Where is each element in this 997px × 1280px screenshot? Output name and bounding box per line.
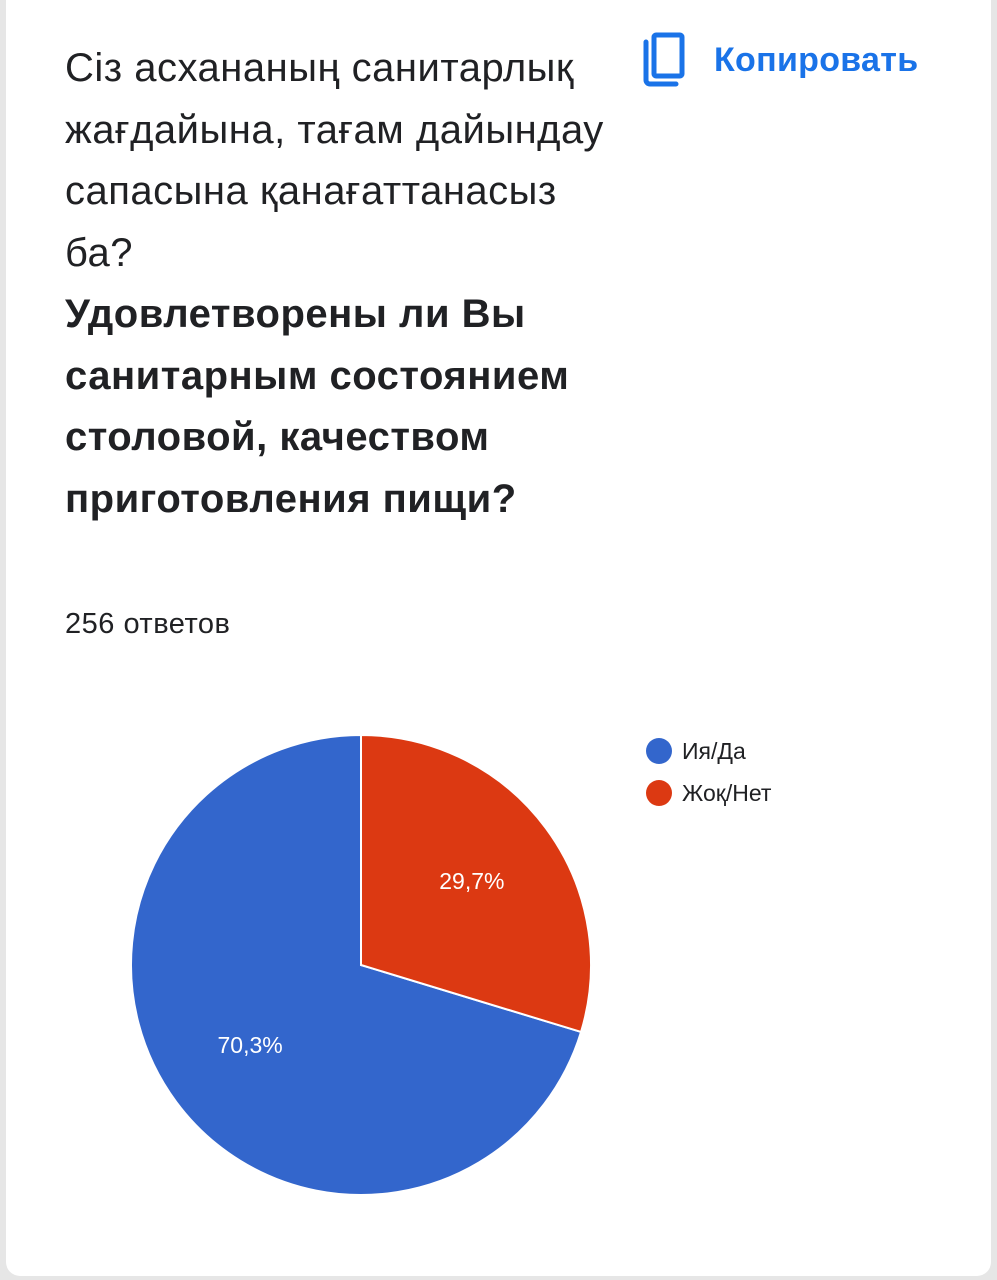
pie-slice-2[interactable]	[360, 733, 592, 1034]
question-title: Сіз асхананың санитарлық жағдайына, таға…	[65, 38, 625, 530]
responses-count: 256 ответов	[65, 608, 231, 640]
legend-label: Жоқ/Нет	[682, 779, 772, 806]
question-title-kz: Сіз асхананың санитарлық жағдайына, таға…	[65, 46, 604, 275]
legend-swatch	[646, 780, 672, 806]
pie-slice-label-2: 29,7%	[439, 868, 504, 894]
pie-slice-label-1: 70,3%	[218, 1032, 283, 1058]
legend-item-2[interactable]: Жоқ/Нет	[646, 772, 771, 814]
pie-slice-1[interactable]	[130, 733, 583, 1196]
legend-item-1[interactable]: Ия/Да	[646, 730, 771, 772]
legend-label: Ия/Да	[682, 737, 746, 764]
question-title-ru: Удовлетворены ли Вы санитарным состояние…	[65, 292, 570, 521]
legend-swatch	[646, 738, 672, 764]
copy-icon	[643, 32, 685, 87]
copy-button[interactable]: Копировать	[638, 28, 918, 92]
chart-legend: Ия/Да Жоқ/Нет	[646, 730, 771, 814]
copy-button-label: Копировать	[714, 40, 919, 79]
